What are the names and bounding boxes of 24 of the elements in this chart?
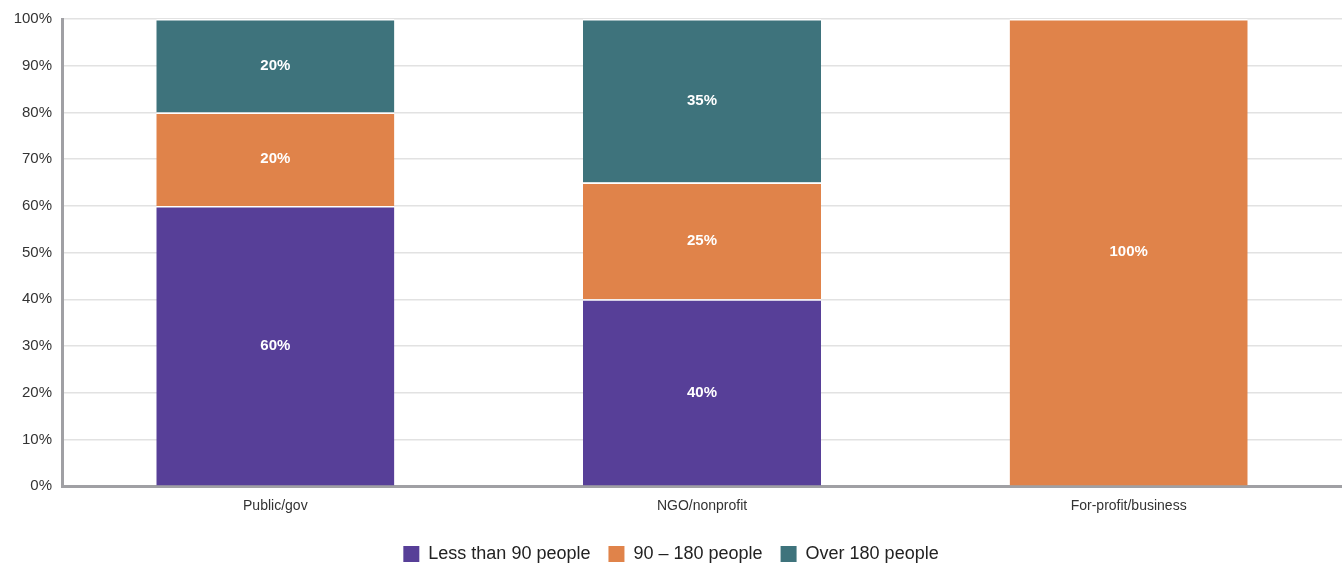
- y-tick-label: 0%: [30, 476, 52, 494]
- data-label: 100%: [1109, 242, 1148, 260]
- data-label: 20%: [260, 149, 291, 167]
- y-tick-label: 40%: [21, 289, 52, 307]
- y-tick-label: 20%: [21, 382, 52, 400]
- data-label: 20%: [260, 55, 291, 73]
- x-tick-label: Public/gov: [243, 497, 308, 514]
- data-label: 25%: [686, 231, 718, 249]
- data-label: 35%: [686, 90, 718, 108]
- x-tick-label: For-profit/business: [1070, 497, 1187, 514]
- y-tick-label: 60%: [21, 196, 52, 214]
- y-tick-label: 100%: [13, 9, 52, 27]
- legend-label: 90 – 180 people: [633, 542, 763, 563]
- y-tick-label: 80%: [21, 102, 52, 120]
- legend-label: Over 180 people: [805, 542, 939, 563]
- legend-label: Less than 90 people: [428, 542, 591, 563]
- y-tick-label: 70%: [21, 149, 52, 167]
- data-label: 60%: [260, 335, 291, 353]
- y-tick-label: 50%: [21, 242, 52, 260]
- data-label: 40%: [686, 382, 718, 400]
- y-tick-label: 10%: [21, 429, 52, 447]
- y-tick-label: 90%: [21, 55, 52, 73]
- y-tick-label: 30%: [21, 336, 52, 354]
- x-tick-label: NGO/nonprofit: [656, 497, 748, 514]
